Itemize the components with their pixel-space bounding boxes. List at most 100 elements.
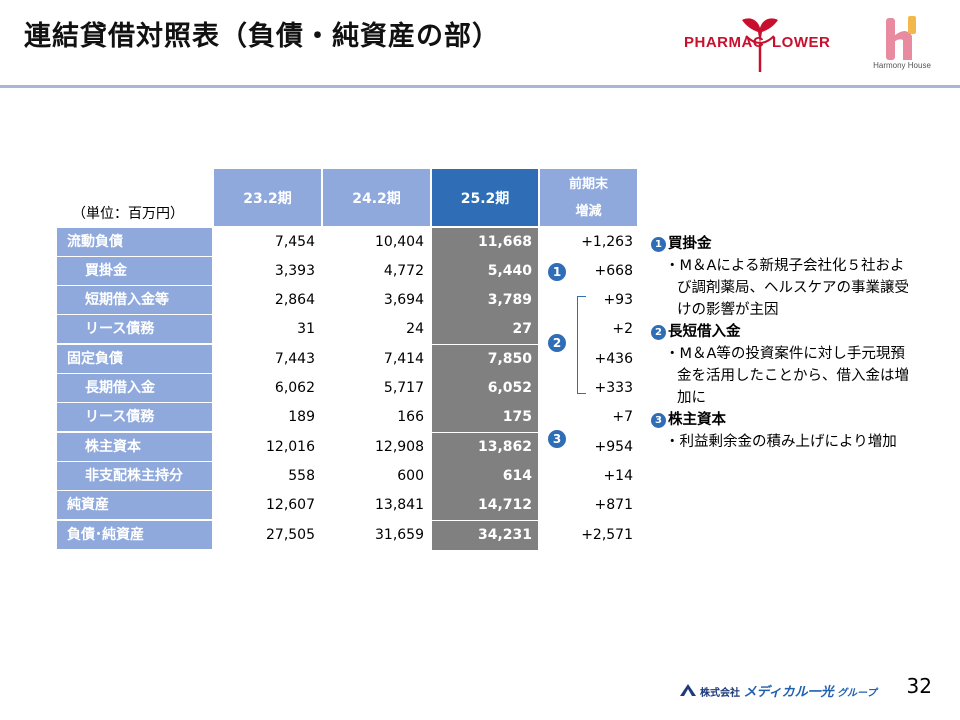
- table-row: 負債･純資産 27,505 31,659 34,231 +2,571: [57, 521, 637, 550]
- col-header-diff-line2: 増減: [575, 203, 602, 219]
- row-label: 買掛金: [57, 257, 212, 285]
- cell-diff: +333: [594, 380, 633, 396]
- cell-25: 7,850: [432, 345, 538, 374]
- row-separator: [57, 432, 212, 433]
- cell-23: 558: [288, 468, 315, 484]
- table-row: 純資産 12,607 13,841 14,712 +871: [57, 491, 637, 520]
- pharmaflower-text-right: LOWER: [772, 34, 831, 51]
- title-divider: [0, 85, 960, 88]
- cell-24: 600: [397, 468, 424, 484]
- cell-diff: +1,263: [581, 234, 633, 250]
- marker-1-icon: 1: [548, 263, 566, 281]
- table-row: 流動負債 7,454 10,404 11,668 +1,263: [57, 228, 637, 257]
- row-label: 流動負債: [57, 228, 212, 256]
- company-brand: メディカル一光: [743, 685, 834, 700]
- table-row: 短期借入金等 2,864 3,694 3,789 +93: [57, 286, 637, 315]
- note-title: 長短借入金: [668, 324, 741, 340]
- page-number: 32: [906, 674, 932, 698]
- company-name: 株式会社 メディカル一光 グループ: [700, 681, 876, 700]
- note-title: 株主資本: [668, 412, 726, 428]
- row-label: 負債･純資産: [57, 521, 212, 549]
- company-prefix: 株式会社: [700, 688, 740, 699]
- cell-diff: +668: [594, 263, 633, 279]
- col-header-24: 24.2期: [323, 169, 430, 226]
- cell-24: 12,908: [375, 439, 424, 455]
- cell-diff: +436: [594, 351, 633, 367]
- cell-25: 175: [432, 403, 538, 432]
- note-number-icon: 2: [651, 324, 666, 340]
- flower-emblem-icon: [742, 18, 778, 72]
- page-title: 連結貸借対照表（負債・純資産の部）: [24, 21, 500, 52]
- cell-23: 12,607: [266, 497, 315, 513]
- harmony-h-icon: [886, 16, 916, 60]
- cell-24: 166: [397, 409, 424, 425]
- cell-diff: +2: [612, 321, 633, 337]
- cell-25: 14,712: [432, 491, 538, 520]
- note-text: ・M＆Aによる新規子会社化５社および調剤薬局、ヘルスケアの事業譲受けの影響が主因: [665, 258, 909, 318]
- cell-23: 7,454: [274, 234, 315, 250]
- note-heading: 1 買掛金: [651, 233, 911, 255]
- unit-label: （単位：百万円）: [72, 206, 184, 222]
- row-label: 純資産: [57, 491, 212, 519]
- cell-25: 27: [432, 315, 538, 344]
- row-label: 非支配株主持分: [57, 462, 212, 490]
- row-label: 固定負債: [57, 345, 212, 373]
- cell-25: 5,440: [432, 257, 538, 286]
- cell-diff: +2,571: [581, 527, 633, 543]
- note-title: 買掛金: [668, 236, 712, 252]
- cell-24: 10,404: [375, 234, 424, 250]
- cell-23: 3,393: [274, 263, 315, 279]
- company-suffix: グループ: [837, 688, 877, 699]
- cell-23: 12,016: [266, 439, 315, 455]
- notes-panel: 1 買掛金 ・M＆Aによる新規子会社化５社および調剤薬局、ヘルスケアの事業譲受け…: [651, 233, 911, 453]
- cell-diff: +7: [612, 409, 633, 425]
- row-label: リース債務: [57, 403, 212, 431]
- cell-24: 5,717: [383, 380, 424, 396]
- cell-25: 11,668: [432, 228, 538, 257]
- note-text: ・M＆A等の投資案件に対し手元現預金を活用したことから、借入金は増加に: [665, 346, 909, 406]
- cell-25: 3,789: [432, 286, 538, 315]
- cell-diff: +871: [594, 497, 633, 513]
- cell-24: 4,772: [383, 263, 424, 279]
- company-logo-icon: [680, 684, 696, 696]
- table-row: リース債務 31 24 27 +2: [57, 315, 637, 344]
- note-heading: 3 株主資本: [651, 409, 911, 431]
- cell-diff: +93: [603, 292, 633, 308]
- table-row: 株主資本 12,016 12,908 13,862 +954: [57, 433, 637, 462]
- cell-25: 614: [432, 462, 538, 491]
- table-row: 固定負債 7,443 7,414 7,850 +436: [57, 345, 637, 374]
- cell-24: 13,841: [375, 497, 424, 513]
- cell-25: 6,052: [432, 374, 538, 403]
- row-label: リース債務: [57, 315, 212, 343]
- bracket-marker: [577, 296, 586, 394]
- table-row: 長期借入金 6,062 5,717 6,052 +333: [57, 374, 637, 403]
- cell-24: 24: [406, 321, 424, 337]
- note-number-icon: 3: [651, 412, 666, 428]
- col-header-23: 23.2期: [214, 169, 321, 226]
- col-header-diff-line1: 前期末: [568, 176, 608, 192]
- note-number-icon: 1: [651, 236, 666, 252]
- row-separator: [57, 520, 212, 521]
- col-header-25: 25.2期: [432, 169, 538, 226]
- cell-25: 13,862: [432, 433, 538, 462]
- row-label: 短期借入金等: [57, 286, 212, 314]
- cell-23: 2,864: [274, 292, 315, 308]
- cell-23: 27,505: [266, 527, 315, 543]
- marker-3-icon: 3: [548, 430, 566, 448]
- cell-24: 3,694: [383, 292, 424, 308]
- cell-diff: +954: [594, 439, 633, 455]
- marker-2-icon: 2: [548, 334, 566, 352]
- row-separator: [57, 344, 212, 345]
- cell-23: 189: [288, 409, 315, 425]
- row-label: 株主資本: [57, 433, 212, 461]
- row-label: 長期借入金: [57, 374, 212, 402]
- col-header-diff: 前期末 増減: [540, 169, 637, 226]
- table-row: 非支配株主持分 558 600 614 +14: [57, 462, 637, 491]
- cell-24: 31,659: [375, 527, 424, 543]
- cell-23: 7,443: [274, 351, 315, 367]
- note-text: ・利益剰余金の積み上げにより増加: [665, 434, 897, 450]
- cell-25: 34,231: [432, 521, 538, 550]
- pharmaflower-text-left: PHARMAC: [684, 34, 765, 51]
- harmony-house-text: Harmony House: [873, 61, 931, 70]
- table-row: リース債務 189 166 175 +7: [57, 403, 637, 432]
